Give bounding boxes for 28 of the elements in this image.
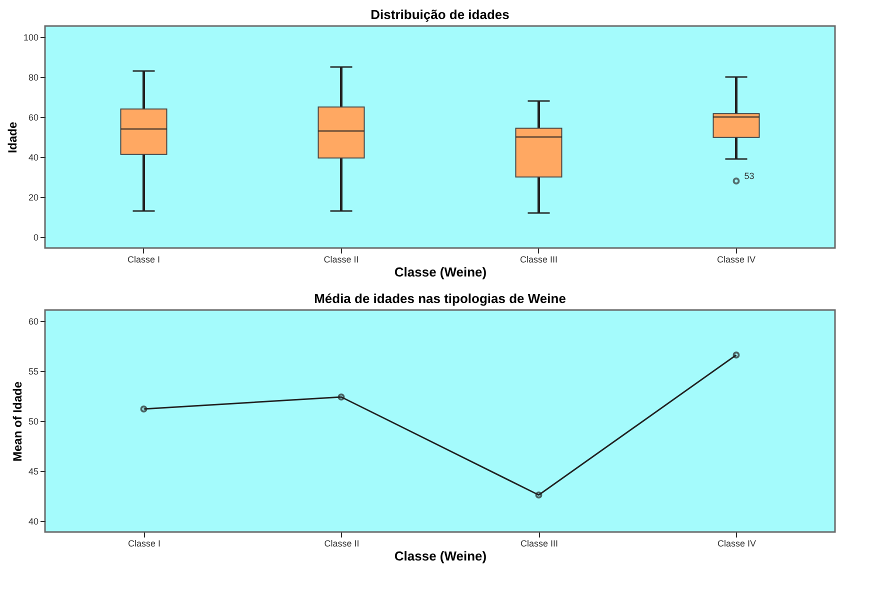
point	[535, 492, 542, 498]
y-tick-label: 0	[33, 232, 38, 242]
y-tick-label: 55	[28, 366, 38, 376]
y-tick-label: 60	[28, 112, 38, 122]
y-axis-title: Mean of Idade	[10, 381, 24, 462]
y-axis-title: Idade	[5, 122, 20, 154]
chart-title: Média de idades nas tipologias de Weine	[314, 291, 566, 306]
y-tick-label: 50	[28, 416, 38, 426]
y-tick-label: 40	[28, 152, 38, 162]
x-tick-label: Classe I	[127, 254, 160, 264]
y-tick-label: 100	[23, 32, 38, 42]
y-tick-label: 20	[28, 192, 38, 202]
y-tick-label: 80	[28, 72, 38, 82]
point	[338, 394, 345, 400]
x-axis-title: Classe (Weine)	[394, 264, 487, 280]
x-tick-label: Classe I	[128, 538, 161, 548]
x-tick-label: Classe III	[520, 254, 558, 264]
x-tick-label: Classe IV	[717, 538, 756, 548]
y-tick-label: 40	[28, 516, 38, 526]
x-tick-label: Classe II	[324, 254, 359, 264]
chart-title: Distribuição de idades	[370, 7, 510, 22]
y-tick-label: 45	[28, 466, 38, 476]
x-tick-label: Classe IV	[716, 254, 756, 264]
x-tick-label: Classe II	[324, 538, 360, 548]
y-tick-label: 60	[28, 316, 38, 326]
x-axis-title: Classe (Weine)	[394, 548, 487, 564]
x-tick-label: Classe III	[520, 538, 558, 548]
annotation: 53	[744, 171, 754, 181]
